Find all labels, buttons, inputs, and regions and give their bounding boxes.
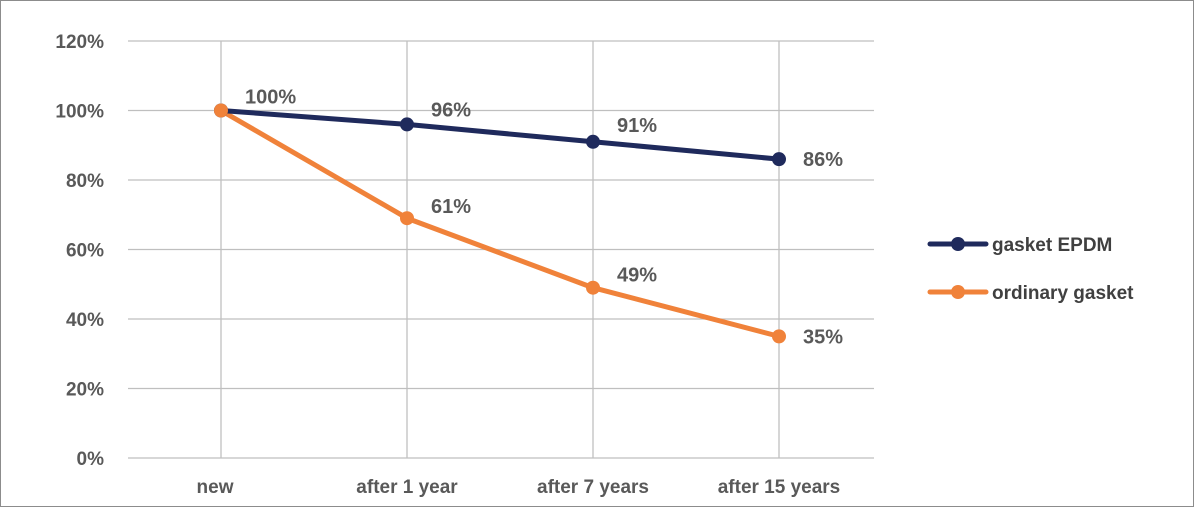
y-tick-label: 80% (66, 171, 104, 192)
data-point (214, 103, 228, 118)
data-label: 49% (617, 265, 657, 287)
x-tick-label: after 1 year (356, 477, 458, 498)
series-line (218, 108, 782, 339)
x-axis-ticks: new after 1 year after 7 years after 15 yea… (197, 477, 841, 498)
legend-marker (951, 237, 965, 251)
x-tick-label: after 7 years (537, 477, 649, 498)
data-label: 100% (245, 87, 296, 109)
x-tick-label: after 15 years (718, 477, 841, 498)
data-point (400, 211, 414, 226)
data-point (400, 117, 414, 132)
y-tick-label: 20% (66, 380, 104, 401)
gridlines (128, 40, 874, 459)
y-tick-label: 60% (66, 241, 104, 262)
data-point (772, 329, 786, 344)
legend-marker (951, 285, 965, 299)
y-axis-ticks: 0% 20% 40% 60% 80% 100% 120% (55, 32, 104, 470)
data-label: 91% (617, 115, 657, 137)
data-label: 96% (431, 99, 471, 121)
data-point (586, 134, 600, 149)
x-tick-label: new (197, 477, 234, 498)
series-line (218, 108, 782, 162)
y-tick-label: 120% (55, 32, 104, 53)
y-tick-label: 0% (77, 449, 105, 470)
data-point (772, 152, 786, 167)
legend-label: ordinary gasket (992, 283, 1134, 304)
data-label: 35% (803, 326, 843, 348)
data-label: 86% (803, 149, 843, 171)
data-point (586, 280, 600, 295)
y-tick-label: 100% (55, 102, 104, 123)
data-label: 61% (431, 196, 471, 218)
legend: gasket EPDM ordinary gasket (927, 235, 1134, 304)
series-group (214, 103, 786, 344)
y-tick-label: 40% (66, 310, 104, 331)
legend-label: gasket EPDM (992, 235, 1112, 256)
data-labels: 100% 96% 91% 86% 61% 49% 35% (245, 87, 843, 349)
